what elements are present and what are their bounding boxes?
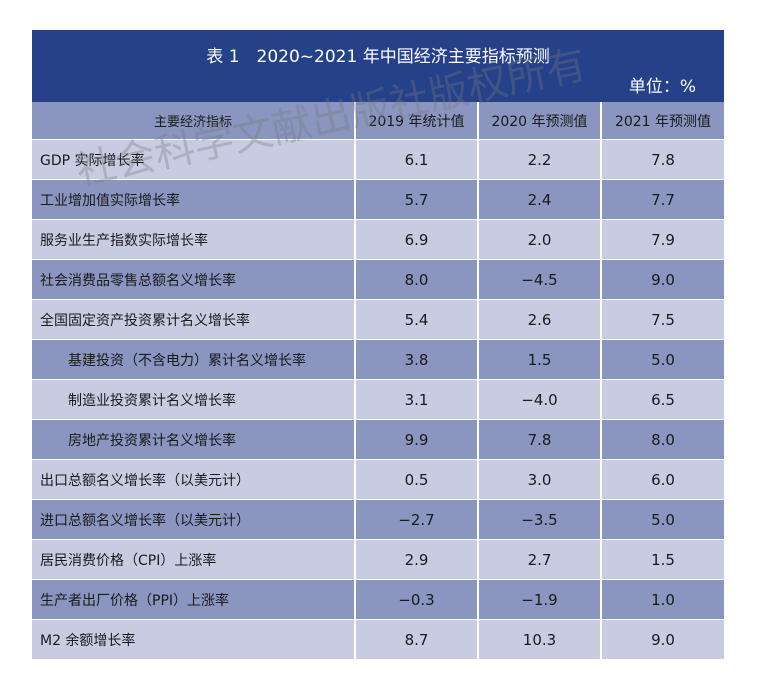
value-2021: 7.8 (601, 139, 724, 180)
table-row: 工业增加值实际增长率 5.7 2.4 7.7 (32, 179, 724, 220)
indicator-name: GDP 实际增长率 (32, 139, 356, 180)
value-2019: 5.7 (355, 179, 479, 220)
header-row: 主要经济指标 2019 年统计值 2020 年预测值 2021 年预测值 (32, 102, 724, 140)
value-2019: −2.7 (355, 499, 479, 540)
table-row: 出口总额名义增长率（以美元计） 0.5 3.0 6.0 (32, 459, 724, 500)
indicator-name: 全国固定资产投资累计名义增长率 (32, 299, 356, 340)
table-row: 基建投资（不含电力）累计名义增长率 3.8 1.5 5.0 (32, 339, 724, 380)
header-2021: 2021 年预测值 (601, 102, 724, 140)
header-2020: 2020 年预测值 (478, 102, 602, 140)
table-row: M2 余额增长率 8.7 10.3 9.0 (32, 619, 724, 660)
value-2020: 1.5 (478, 339, 602, 380)
indicator-table: 主要经济指标 2019 年统计值 2020 年预测值 2021 年预测值 GDP… (32, 102, 724, 660)
value-2019: 5.4 (355, 299, 479, 340)
value-2021: 9.0 (601, 259, 724, 300)
value-2019: 6.1 (355, 139, 479, 180)
indicator-name: 房地产投资累计名义增长率 (32, 419, 356, 460)
value-2020: 2.7 (478, 539, 602, 580)
value-2021: 7.9 (601, 219, 724, 260)
table-row: 居民消费价格（CPI）上涨率 2.9 2.7 1.5 (32, 539, 724, 580)
table-row: 房地产投资累计名义增长率 9.9 7.8 8.0 (32, 419, 724, 460)
table-row: 全国固定资产投资累计名义增长率 5.4 2.6 7.5 (32, 299, 724, 340)
value-2020: 2.2 (478, 139, 602, 180)
value-2021: 7.5 (601, 299, 724, 340)
value-2020: 3.0 (478, 459, 602, 500)
value-2020: −1.9 (478, 579, 602, 620)
table-frame: 表 1 2020~2021 年中国经济主要指标预测 单位：% 主要经济指标 20… (32, 30, 724, 660)
table-row: 进口总额名义增长率（以美元计） −2.7 −3.5 5.0 (32, 499, 724, 540)
value-2021: 6.0 (601, 459, 724, 500)
table-title-bar: 表 1 2020~2021 年中国经济主要指标预测 单位：% (32, 30, 724, 102)
value-2020: 2.4 (478, 179, 602, 220)
value-2021: 5.0 (601, 339, 724, 380)
indicator-name: 基建投资（不含电力）累计名义增长率 (32, 339, 356, 380)
value-2021: 5.0 (601, 499, 724, 540)
indicator-name: 社会消费品零售总额名义增长率 (32, 259, 356, 300)
indicator-name: 工业增加值实际增长率 (32, 179, 356, 220)
indicator-name: 服务业生产指数实际增长率 (32, 219, 356, 260)
table-title: 表 1 2020~2021 年中国经济主要指标预测 (206, 47, 550, 67)
value-2020: −3.5 (478, 499, 602, 540)
table-row: 服务业生产指数实际增长率 6.9 2.0 7.9 (32, 219, 724, 260)
value-2020: 10.3 (478, 619, 602, 660)
value-2020: −4.5 (478, 259, 602, 300)
indicator-name: M2 余额增长率 (32, 619, 356, 660)
table-row: GDP 实际增长率 6.1 2.2 7.8 (32, 139, 724, 180)
value-2020: −4.0 (478, 379, 602, 420)
value-2020: 2.0 (478, 219, 602, 260)
value-2021: 1.5 (601, 539, 724, 580)
indicator-name: 居民消费价格（CPI）上涨率 (32, 539, 356, 580)
table-row: 制造业投资累计名义增长率 3.1 −4.0 6.5 (32, 379, 724, 420)
header-2019: 2019 年统计值 (355, 102, 479, 140)
value-2020: 7.8 (478, 419, 602, 460)
value-2021: 8.0 (601, 419, 724, 460)
value-2019: −0.3 (355, 579, 479, 620)
value-2019: 6.9 (355, 219, 479, 260)
indicator-name: 生产者出厂价格（PPI）上涨率 (32, 579, 356, 620)
value-2021: 9.0 (601, 619, 724, 660)
value-2019: 3.1 (355, 379, 479, 420)
unit-label: 单位：% (628, 77, 696, 97)
indicator-name: 制造业投资累计名义增长率 (32, 379, 356, 420)
value-2020: 2.6 (478, 299, 602, 340)
table-row: 生产者出厂价格（PPI）上涨率 −0.3 −1.9 1.0 (32, 579, 724, 620)
value-2019: 8.0 (355, 259, 479, 300)
indicator-name: 出口总额名义增长率（以美元计） (32, 459, 356, 500)
table-row: 社会消费品零售总额名义增长率 8.0 −4.5 9.0 (32, 259, 724, 300)
value-2021: 6.5 (601, 379, 724, 420)
value-2021: 7.7 (601, 179, 724, 220)
value-2019: 2.9 (355, 539, 479, 580)
value-2019: 3.8 (355, 339, 479, 380)
header-indicator: 主要经济指标 (32, 102, 356, 140)
value-2019: 9.9 (355, 419, 479, 460)
value-2019: 8.7 (355, 619, 479, 660)
indicator-name: 进口总额名义增长率（以美元计） (32, 499, 356, 540)
value-2021: 1.0 (601, 579, 724, 620)
value-2019: 0.5 (355, 459, 479, 500)
